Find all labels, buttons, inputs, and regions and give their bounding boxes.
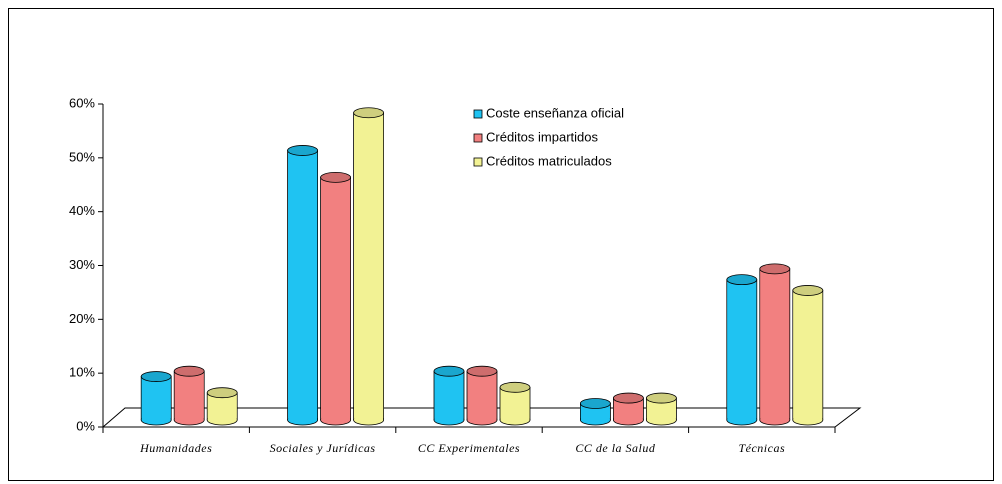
- bar-body-cover: [434, 371, 464, 420]
- bar-top: [613, 392, 644, 404]
- bar-body-cover: [646, 398, 676, 420]
- cylinder: [499, 381, 531, 426]
- bar-top: [499, 381, 531, 393]
- bar-body-cover: [141, 376, 171, 420]
- bar-top: [173, 365, 205, 377]
- bar-body-cover: [174, 371, 204, 420]
- bar-top: [580, 398, 611, 409]
- x-tick-label: Técnicas: [738, 441, 785, 455]
- y-tick-label: 50%: [69, 149, 95, 164]
- x-tick-label: Humanidades: [139, 441, 212, 455]
- floor: [101, 407, 862, 428]
- bar-top: [726, 274, 758, 286]
- y-tick-label: 60%: [69, 95, 95, 110]
- cylinder: [726, 274, 758, 426]
- y-tick-label: 20%: [69, 311, 95, 326]
- bar-body-cover: [613, 398, 643, 420]
- bar-top: [287, 145, 319, 156]
- y-tick-label: 40%: [69, 203, 95, 218]
- legend-marker: [473, 109, 483, 119]
- bar-top: [206, 387, 238, 399]
- bar-top: [466, 365, 498, 377]
- bar-top: [759, 263, 791, 275]
- bar-body-cover: [727, 279, 757, 420]
- cylinder: [613, 392, 644, 426]
- bar-body-cover: [354, 112, 384, 421]
- x-tick-label: CC de la Salud: [575, 441, 656, 455]
- bar-body-cover: [321, 177, 351, 420]
- cylinder: [287, 145, 319, 426]
- bar-body-cover: [760, 268, 790, 420]
- x-tick-label: CC Experimentales: [418, 441, 520, 455]
- bar-top: [792, 285, 824, 296]
- bar-body-cover: [500, 387, 530, 420]
- legend-marker: [473, 133, 483, 143]
- chart-border: [8, 8, 994, 481]
- cylinder: [433, 365, 465, 426]
- legend-label: Coste enseñanza oficial: [486, 105, 624, 120]
- cylinder: [206, 387, 238, 426]
- bar-top: [353, 107, 385, 119]
- bar-top: [433, 365, 465, 377]
- y-tick-label: 30%: [69, 257, 95, 272]
- cylinder: [140, 371, 172, 426]
- cylinder: [466, 365, 498, 426]
- x-tick-label: Sociales y Jurídicas: [270, 441, 376, 455]
- legend-label: Créditos matriculados: [486, 153, 612, 168]
- cylinder: [320, 171, 352, 426]
- cylinder: [353, 107, 385, 426]
- y-tick-label: 10%: [69, 365, 95, 380]
- cylinder: [580, 398, 611, 426]
- cylinder: [759, 263, 791, 426]
- legend-marker: [473, 157, 483, 167]
- legend-label: Créditos impartidos: [486, 129, 598, 144]
- cylinder: [792, 285, 824, 426]
- bar-body-cover: [793, 290, 823, 420]
- bar-body-cover: [288, 150, 318, 420]
- y-tick-label: 0%: [76, 418, 95, 433]
- bar-top: [646, 392, 677, 404]
- bar-body-cover: [467, 371, 497, 420]
- cylinder: [173, 365, 205, 426]
- cylinder: [646, 392, 677, 426]
- bar-top: [320, 171, 352, 183]
- bar-top: [140, 371, 172, 382]
